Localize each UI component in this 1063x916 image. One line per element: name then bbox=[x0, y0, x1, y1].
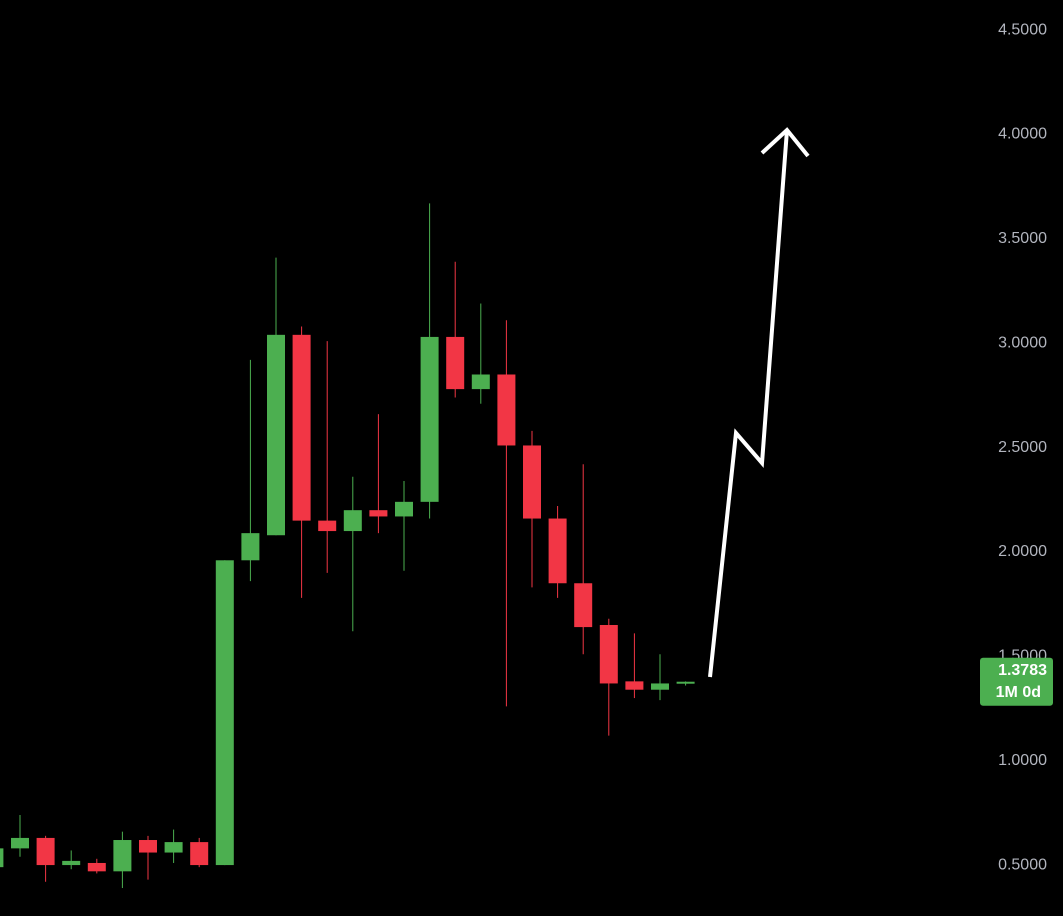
candle-body bbox=[215, 560, 234, 866]
candle-body bbox=[395, 501, 413, 517]
y-tick-label: 0.5000 bbox=[998, 856, 1047, 873]
candle-body bbox=[676, 681, 695, 684]
candle-body bbox=[0, 848, 4, 868]
y-tick-label: 4.5000 bbox=[998, 21, 1047, 38]
candle-body bbox=[523, 445, 541, 519]
candle-body bbox=[548, 518, 567, 584]
y-tick-label: 4.0000 bbox=[998, 126, 1047, 143]
y-tick-label: 1.0000 bbox=[998, 752, 1047, 769]
candle-body bbox=[87, 862, 106, 872]
candle-body bbox=[36, 837, 55, 866]
candle-body bbox=[267, 334, 285, 536]
candle-body bbox=[497, 374, 516, 446]
candle-body bbox=[420, 336, 439, 502]
candle-body bbox=[190, 842, 209, 866]
candle-body bbox=[599, 625, 618, 684]
candle-body bbox=[343, 510, 362, 532]
candle-body bbox=[625, 681, 644, 690]
candle-body bbox=[292, 334, 311, 521]
y-tick-label: 3.0000 bbox=[998, 334, 1047, 351]
candle-body bbox=[139, 840, 157, 853]
y-tick-label: 2.0000 bbox=[998, 543, 1047, 560]
candle-body bbox=[318, 520, 337, 532]
candle-body bbox=[164, 842, 183, 853]
candle-body bbox=[446, 336, 465, 390]
candle-body bbox=[574, 583, 593, 628]
countdown: 1M 0d bbox=[996, 684, 1041, 701]
annotation-arrowhead bbox=[760, 127, 810, 158]
candle-body bbox=[241, 533, 260, 561]
candle-body bbox=[471, 374, 490, 390]
y-tick-label: 2.5000 bbox=[998, 439, 1047, 456]
candle-body bbox=[113, 840, 132, 872]
annotation-arrow bbox=[708, 129, 789, 678]
price-label-box bbox=[980, 657, 1053, 706]
candle-body bbox=[62, 860, 81, 866]
candle-body bbox=[651, 683, 669, 690]
y-tick-label: 3.5000 bbox=[998, 230, 1047, 247]
candle-body bbox=[369, 510, 388, 517]
last-price: 1.3783 bbox=[998, 662, 1047, 679]
candle-body bbox=[11, 837, 29, 849]
